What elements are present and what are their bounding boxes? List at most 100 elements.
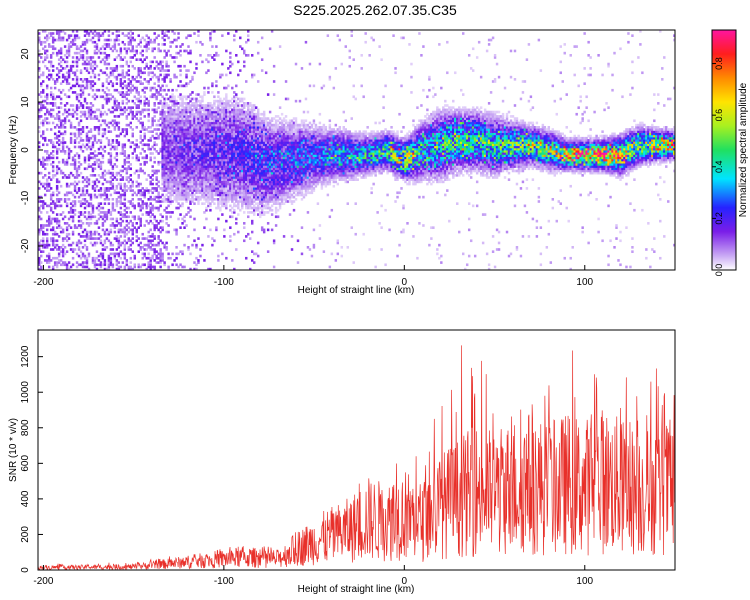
spectrogram-cell xyxy=(109,259,113,262)
spectrogram-cell xyxy=(185,182,188,186)
spectrogram-cell xyxy=(243,123,246,127)
spectrogram-cell xyxy=(47,154,51,157)
spectrogram-cell xyxy=(77,165,81,168)
spectrogram-cell xyxy=(167,110,170,114)
spectrogram-cell xyxy=(111,84,115,88)
spectrogram-cell xyxy=(155,261,158,264)
spectrogram-cell xyxy=(163,32,166,35)
spectrogram-cell xyxy=(163,141,166,144)
spectrogram-cell xyxy=(207,117,210,120)
spectrogram-cell xyxy=(109,93,113,96)
spectrogram-cell xyxy=(105,45,109,48)
spectrogram-cell xyxy=(143,132,146,136)
spectrogram-cell xyxy=(241,184,244,188)
spectrogram-cell xyxy=(215,176,218,179)
spectrogram-cell xyxy=(101,34,105,37)
spectrogram-cell xyxy=(181,117,184,120)
spectrogram-cell xyxy=(183,184,186,188)
spectrogram-cell xyxy=(209,112,212,116)
spectrogram-cell xyxy=(203,110,206,114)
spectrogram-cell xyxy=(93,126,97,129)
spectrogram-cell xyxy=(209,195,212,199)
spectrogram-cell xyxy=(43,64,47,68)
spectrogram-cell xyxy=(215,180,218,184)
spectrogram-cell xyxy=(149,248,152,251)
spectrogram-cell xyxy=(189,104,192,107)
spectrogram-cell xyxy=(235,139,238,142)
spectrogram-cell xyxy=(199,117,202,120)
spectrogram-cell xyxy=(47,158,51,162)
spectrogram-cell xyxy=(38,108,41,112)
spectrogram-cell xyxy=(183,64,186,68)
spectrogram-cell xyxy=(101,95,105,99)
spectrogram-cell xyxy=(245,158,248,162)
spectrogram-cell xyxy=(165,156,168,160)
spectrogram-cell xyxy=(93,40,97,44)
spectrogram-cell xyxy=(103,202,107,205)
spectrogram-cell xyxy=(61,145,65,149)
spectrogram-cell xyxy=(169,121,172,125)
spectrogram-cell xyxy=(241,156,244,160)
spectrogram-cell xyxy=(203,136,206,140)
spectrogram-cell xyxy=(201,187,204,190)
spectrogram-cell xyxy=(165,139,168,142)
spectrogram-cell xyxy=(189,182,192,186)
spectrogram-cell xyxy=(231,206,234,210)
spectrogram-cell xyxy=(73,248,77,251)
spectrogram-cell xyxy=(85,117,89,120)
spectrogram-cell xyxy=(213,145,216,149)
spectrogram-cell xyxy=(47,78,51,81)
spectrogram-cell xyxy=(233,145,236,149)
spectrogram-cell xyxy=(187,156,190,160)
spectrogram-cell xyxy=(73,202,77,205)
spectrogram-cell xyxy=(245,198,248,201)
spectrogram-cell xyxy=(123,128,127,131)
spectrogram-cell xyxy=(73,160,77,164)
spectrogram-cell xyxy=(201,97,204,101)
spectrogram-cell xyxy=(167,108,170,112)
spectrogram-cell xyxy=(117,115,121,118)
spectrogram-cell xyxy=(173,139,176,142)
spectrogram-cell xyxy=(199,163,202,166)
spectrogram-cell xyxy=(169,123,172,127)
spectrogram-cell xyxy=(231,112,234,116)
spectrogram-cell xyxy=(87,165,91,168)
spectrogram-cell xyxy=(179,263,182,267)
spectrogram-cell xyxy=(169,145,172,149)
spectrogram-cell xyxy=(199,191,202,195)
spectrogram-cell xyxy=(187,206,190,210)
spectrogram-cell xyxy=(141,256,144,260)
spectrogram-cell xyxy=(93,243,97,247)
spectrogram-cell xyxy=(87,193,91,197)
spectrogram-cell xyxy=(117,141,121,144)
spectrogram-cell xyxy=(45,261,49,264)
spectrogram-cell xyxy=(177,206,180,210)
spectrogram-cell xyxy=(111,202,115,205)
spectrogram-cell xyxy=(243,152,246,155)
spectrogram-cell xyxy=(99,95,103,99)
spectrogram-cell xyxy=(143,128,146,131)
spectrogram-cell xyxy=(205,112,208,116)
spectrogram-cell xyxy=(183,158,186,162)
spectrogram-cell xyxy=(239,158,242,162)
spectrogram-cell xyxy=(169,108,172,112)
spectrogram-cell xyxy=(223,106,226,109)
spectrogram-cell xyxy=(93,93,97,96)
spectrogram-cell xyxy=(207,202,210,205)
spectrogram-cell xyxy=(161,180,164,184)
spectrogram-cell xyxy=(213,184,216,188)
spectrogram-cell xyxy=(189,184,192,188)
spectrogram-cell xyxy=(243,182,246,186)
spectrogram-cell xyxy=(243,150,246,153)
spectrogram-cell xyxy=(157,43,160,46)
spectrogram-cell xyxy=(197,171,200,175)
spectrogram-cell xyxy=(243,126,246,129)
spectrogram-cell xyxy=(231,108,234,112)
spectrogram-cell xyxy=(223,102,226,105)
spectrogram-cell xyxy=(239,174,242,177)
spectrogram-cell xyxy=(143,95,146,99)
spectrogram-cell xyxy=(252,123,256,127)
spectrogram-cell xyxy=(127,78,131,81)
spectrogram-cell xyxy=(91,32,95,35)
